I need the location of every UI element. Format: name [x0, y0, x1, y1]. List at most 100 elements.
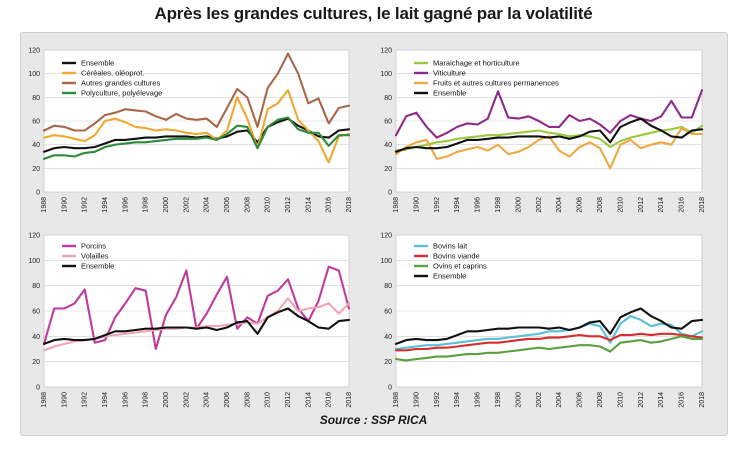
series-line-ovins-et-caprins	[394, 335, 704, 362]
y-tick-label: 100	[28, 258, 40, 265]
series-line-autres-grandes-cultures	[42, 52, 351, 132]
x-tick-label: 1988	[41, 392, 48, 408]
y-tick-label: 40	[32, 334, 40, 341]
x-tick-label: 2010	[617, 197, 624, 213]
x-tick-label: 2012	[638, 392, 645, 408]
x-tick-label: 2002	[536, 197, 543, 213]
y-tick-label: 100	[28, 71, 40, 78]
series-line-ensemble	[394, 307, 704, 345]
x-tick-label: 1992	[82, 197, 89, 213]
legend-label: Ensemble	[433, 89, 466, 98]
x-tick-label: 2008	[244, 197, 251, 213]
x-tick-label: 2006	[224, 197, 231, 213]
x-tick-label: 1996	[475, 197, 482, 213]
y-tick-label: 40	[384, 142, 392, 149]
y-tick-label: 80	[32, 283, 40, 290]
x-tick-label: 1998	[143, 392, 150, 408]
legend-label: Ensemble	[81, 262, 114, 271]
x-tick-label: 2002	[183, 392, 190, 408]
series-line-fruits-et-autres-cultures-permanences	[394, 127, 704, 170]
y-tick-label: 20	[32, 166, 40, 173]
y-tick-label: 20	[384, 359, 392, 366]
x-tick-label: 2012	[638, 197, 645, 213]
y-tick-label: 40	[384, 334, 392, 341]
x-tick-label: 2016	[679, 392, 686, 408]
y-tick-label: 120	[28, 233, 40, 240]
x-tick-label: 1990	[61, 197, 68, 213]
legend-label: Céréales, oléoprot.	[81, 69, 144, 78]
legend-label: Bovins viande	[433, 252, 480, 261]
y-tick-label: 20	[32, 359, 40, 366]
y-tick-label: 60	[384, 309, 392, 316]
y-tick-label: 0	[388, 190, 392, 197]
legend-label: Maraichage et horticulture	[433, 59, 520, 68]
y-tick-label: 80	[384, 283, 392, 290]
x-tick-label: 2010	[265, 197, 272, 213]
series-line-bovins-lait	[394, 315, 704, 351]
chart-panel-2: 0 20 40 60 80 100 120 1988 1990 1992 1994 1996 1998 2…	[380, 48, 706, 213]
series-line-viticulture	[394, 89, 704, 139]
x-tick-label: 2012	[285, 392, 292, 408]
x-tick-label: 1994	[102, 197, 109, 213]
chart-panel-1: 0 20 40 60 80 100 120 1988 1990 1992 1994 1996 1998 2…	[28, 48, 353, 213]
legend-label: Ensemble	[81, 59, 114, 68]
x-tick-label: 2014	[658, 392, 665, 408]
x-tick-label: 1996	[122, 197, 129, 213]
x-tick-label: 2008	[244, 392, 251, 408]
x-tick-label: 2000	[515, 197, 522, 213]
y-tick-label: 40	[32, 142, 40, 149]
x-tick-label: 2018	[346, 197, 353, 213]
x-tick-label: 1990	[61, 392, 68, 408]
x-tick-label: 1988	[41, 197, 48, 213]
x-tick-label: 2000	[163, 197, 170, 213]
x-tick-label: 2004	[556, 392, 563, 408]
legend-label: Bovins lait	[433, 242, 468, 251]
y-tick-label: 20	[384, 166, 392, 173]
y-tick-label: 120	[380, 233, 392, 240]
x-tick-label: 2016	[679, 197, 686, 213]
x-tick-label: 2000	[163, 392, 170, 408]
legend-label: Autres grandes cultures	[81, 79, 160, 88]
x-tick-label: 2004	[204, 197, 211, 213]
legend-label: Fruits et autres cultures permanences	[433, 79, 559, 88]
x-tick-label: 1988	[393, 197, 400, 213]
legend-label: Ensemble	[433, 272, 466, 281]
series-line-ensemble	[394, 117, 704, 153]
x-tick-label: 2018	[699, 197, 706, 213]
x-tick-label: 2006	[224, 392, 231, 408]
x-tick-label: 1994	[454, 197, 461, 213]
y-tick-label: 80	[32, 95, 40, 102]
x-tick-label: 2006	[577, 392, 584, 408]
x-tick-label: 2002	[183, 197, 190, 213]
x-tick-label: 2000	[515, 392, 522, 408]
x-tick-label: 2008	[597, 197, 604, 213]
y-tick-label: 0	[388, 385, 392, 392]
x-tick-label: 1996	[122, 392, 129, 408]
x-tick-label: 1994	[102, 392, 109, 408]
x-tick-label: 1992	[82, 392, 89, 408]
series-line-ensemble	[42, 307, 351, 345]
x-tick-label: 1994	[454, 392, 461, 408]
series-line-maraichage-et-horticulture	[394, 124, 704, 152]
x-tick-label: 2014	[305, 392, 312, 408]
x-tick-label: 1992	[434, 392, 441, 408]
y-tick-label: 60	[32, 119, 40, 126]
chart-panel-3: 0 20 40 60 80 100 120 1988 1990 1992 1994 1996 1998 2…	[28, 233, 353, 408]
y-tick-label: 100	[380, 258, 392, 265]
x-tick-label: 2006	[577, 197, 584, 213]
legend-label: Porcins	[81, 242, 106, 251]
series-line-ensemble	[42, 117, 351, 153]
x-tick-label: 1998	[495, 392, 502, 408]
y-tick-label: 100	[380, 71, 392, 78]
source-note: Source : SSP RICA	[319, 413, 428, 427]
y-tick-label: 120	[380, 48, 392, 55]
series-line-polyculture-poly-levage	[42, 116, 351, 160]
x-tick-label: 1998	[495, 197, 502, 213]
x-tick-label: 1990	[413, 197, 420, 213]
series-line-bovins-viande	[394, 332, 704, 352]
x-tick-label: 2018	[346, 392, 353, 408]
y-tick-label: 60	[384, 119, 392, 126]
x-tick-label: 2004	[204, 392, 211, 408]
series-line-c-r-ales-ol-oprot-	[42, 89, 351, 164]
